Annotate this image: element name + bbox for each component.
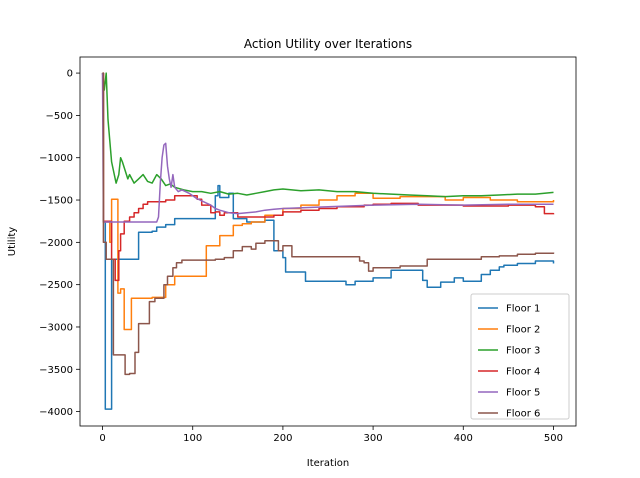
series-line-4 bbox=[102, 72, 555, 282]
x-tick-label: 200 bbox=[273, 433, 292, 444]
series-line-1 bbox=[102, 72, 555, 410]
x-axis-label: Iteration bbox=[307, 458, 349, 469]
chart-title: Action Utility over Iterations bbox=[244, 37, 412, 51]
x-tick-label: 300 bbox=[364, 433, 383, 444]
y-tick-label: −4000 bbox=[39, 407, 73, 418]
x-tick-label: 400 bbox=[454, 433, 473, 444]
legend-label: Floor 2 bbox=[506, 325, 540, 336]
legend: Floor 1 Floor 2 Floor 3 Floor 4 Floor 5 Floor… bbox=[470, 293, 570, 420]
legend-label: Floor 5 bbox=[506, 388, 540, 399]
series-line-2 bbox=[102, 72, 555, 331]
x-tick-label: 100 bbox=[183, 433, 202, 444]
y-axis-label: Utility bbox=[7, 227, 18, 256]
series-line-6 bbox=[102, 72, 555, 376]
y-tick-label: −1500 bbox=[39, 196, 73, 207]
series-layer bbox=[101, 72, 555, 410]
y-tick-label: −1000 bbox=[39, 153, 73, 164]
y-tick-label: −2000 bbox=[39, 238, 73, 249]
x-axis: 0 100 200 300 400 500 bbox=[99, 426, 563, 444]
y-axis: 0 −500 −1000 −1500 −2000 −2500 −3000 −3500 −4000 bbox=[39, 69, 80, 418]
series-line-3 bbox=[101, 72, 554, 198]
legend-label: Floor 1 bbox=[506, 304, 540, 315]
plot-frame bbox=[79, 56, 577, 427]
y-tick-label: −3500 bbox=[39, 365, 73, 376]
y-tick-label: −500 bbox=[46, 111, 73, 122]
x-tick-label: 0 bbox=[99, 433, 105, 444]
x-tick-label: 500 bbox=[544, 433, 563, 444]
legend-label: Floor 6 bbox=[506, 409, 540, 420]
legend-label: Floor 3 bbox=[506, 346, 540, 357]
y-tick-label: −3000 bbox=[39, 322, 73, 333]
legend-box bbox=[470, 293, 570, 420]
series-line-5 bbox=[101, 73, 554, 223]
y-tick-label: −2500 bbox=[39, 280, 73, 291]
legend-label: Floor 4 bbox=[506, 367, 540, 378]
y-tick-label: 0 bbox=[67, 69, 73, 80]
